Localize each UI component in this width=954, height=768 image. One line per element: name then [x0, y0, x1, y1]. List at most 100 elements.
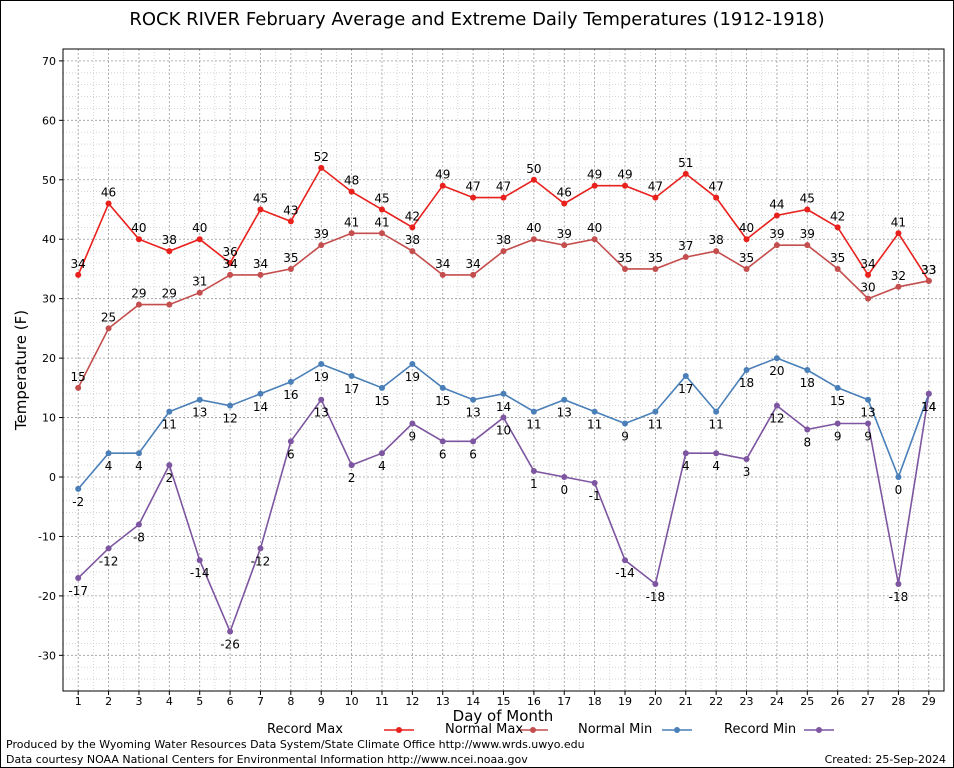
x-tick-label: 5 [196, 695, 203, 708]
data-point [834, 224, 841, 231]
data-point [773, 355, 780, 362]
x-tick-label: 4 [166, 695, 173, 708]
data-point [409, 420, 416, 427]
data-point [591, 479, 598, 486]
data-point [196, 396, 203, 403]
legend-label: Normal Max [445, 722, 524, 737]
data-label: 34 [253, 257, 268, 271]
data-label: 11 [526, 418, 541, 432]
data-label: 35 [648, 251, 663, 265]
data-point [227, 260, 234, 266]
data-point [530, 176, 537, 183]
data-label: 44 [769, 197, 784, 211]
data-point [561, 474, 568, 480]
data-point [166, 408, 173, 415]
data-label: 50 [526, 162, 541, 176]
data-label: 38 [709, 233, 724, 247]
data-point [895, 230, 902, 237]
data-label: 38 [405, 233, 420, 247]
data-label: 39 [314, 227, 329, 241]
x-tick-label: 8 [287, 695, 294, 708]
data-point [895, 581, 902, 587]
data-point [804, 206, 811, 213]
data-point [105, 325, 112, 332]
data-point [622, 420, 629, 427]
data-label: 49 [587, 168, 602, 182]
legend-record-min: Record Min [724, 722, 796, 737]
y-tick-label: 20 [42, 352, 56, 365]
data-label: 41 [891, 215, 906, 229]
data-label: 40 [739, 221, 754, 235]
data-point [652, 581, 659, 587]
data-point [378, 230, 385, 237]
data-point [257, 271, 264, 278]
data-point [287, 218, 294, 225]
data-label: 17 [678, 382, 693, 396]
data-point [439, 438, 446, 445]
data-point [713, 194, 720, 201]
data-point [257, 545, 264, 552]
data-point [287, 265, 294, 272]
data-point [682, 450, 689, 457]
data-label: 46 [101, 186, 116, 200]
x-tick-label: 1 [75, 695, 82, 708]
x-tick-label: 16 [527, 695, 541, 708]
data-label: 32 [891, 269, 906, 283]
data-label: 9 [621, 430, 629, 444]
data-label: 8 [803, 435, 811, 449]
x-tick-label: 26 [831, 695, 845, 708]
data-point [713, 248, 720, 255]
data-point [470, 271, 477, 278]
data-label: 48 [344, 174, 359, 188]
data-point [561, 396, 568, 403]
data-label: 45 [374, 192, 389, 206]
data-label: -12 [251, 554, 271, 568]
y-tick-label: -30 [38, 649, 56, 662]
data-label: 18 [739, 376, 754, 390]
data-label: -17 [68, 584, 88, 598]
data-point [166, 462, 173, 469]
data-point [318, 242, 325, 249]
data-label: 37 [678, 239, 693, 253]
data-label: 11 [162, 418, 177, 432]
data-label: 13 [192, 406, 207, 420]
data-point [773, 402, 780, 409]
data-label: 0 [560, 483, 568, 497]
data-label: 43 [283, 203, 298, 217]
y-axis-label: Temperature (F) [12, 310, 30, 431]
data-point [105, 545, 112, 552]
data-point [378, 450, 385, 457]
data-point [773, 212, 780, 219]
data-label: 9 [409, 430, 417, 444]
data-point [470, 194, 477, 201]
x-tick-label: 20 [648, 695, 662, 708]
data-point [591, 236, 598, 243]
data-label: 34 [222, 257, 237, 271]
data-label: -14 [615, 566, 635, 580]
data-label: 45 [253, 192, 268, 206]
data-label: 35 [739, 251, 754, 265]
data-point [804, 426, 811, 433]
data-point [318, 396, 325, 403]
data-point [561, 200, 568, 207]
data-point [227, 402, 234, 409]
legend-record-max: Record Max [267, 722, 343, 737]
x-tick-label: 19 [618, 695, 632, 708]
chart-title: ROCK RIVER February Average and Extreme … [129, 9, 825, 30]
data-point [895, 474, 902, 480]
data-point [652, 265, 659, 272]
data-point [227, 628, 234, 635]
legend-label: Record Min [724, 722, 797, 737]
data-label: -8 [133, 531, 145, 545]
data-point [409, 224, 416, 231]
data-label: 45 [800, 192, 815, 206]
data-point [105, 200, 112, 207]
x-tick-label: 13 [436, 695, 450, 708]
data-label: 40 [526, 221, 541, 235]
legend-swatch-marker [674, 727, 680, 733]
data-label: 49 [617, 168, 632, 182]
x-tick-label: 3 [135, 695, 142, 708]
x-axis-label: Day of Month [453, 707, 554, 725]
data-label: 39 [800, 227, 815, 241]
y-tick-label: 70 [42, 55, 56, 68]
